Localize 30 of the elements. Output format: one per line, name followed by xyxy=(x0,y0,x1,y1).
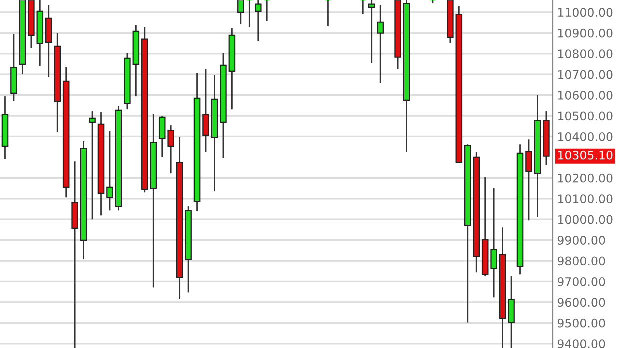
y-tick-label: 10400.00 xyxy=(558,132,613,142)
candlestick xyxy=(368,0,376,64)
candlestick xyxy=(490,188,498,298)
candlestick xyxy=(377,4,384,84)
candlestick xyxy=(202,68,210,154)
candlestick xyxy=(508,276,515,348)
candlestick xyxy=(254,0,262,42)
y-tick-label: 9700.00 xyxy=(558,277,606,286)
y-tick-label: 10600.00 xyxy=(558,91,613,100)
y-tick-label: 9500.00 xyxy=(558,318,606,328)
text: 10305.10 xyxy=(558,150,613,160)
y-tick-label: 10200.00 xyxy=(558,174,613,183)
y-tick-label: 9600.00 xyxy=(558,298,606,308)
y-tick-label: 10000.00 xyxy=(558,215,613,224)
candlestick xyxy=(238,0,244,26)
y-tick-label: 10800.00 xyxy=(558,50,613,59)
candlestick xyxy=(89,110,96,220)
candlestick xyxy=(246,0,254,28)
y-tick-label: 10900.00 xyxy=(558,28,613,38)
candlestick xyxy=(264,0,271,22)
candlestick xyxy=(360,0,367,16)
candlestick xyxy=(324,0,332,28)
y-tick-label: 9800.00 xyxy=(558,256,606,266)
candlestick xyxy=(526,138,532,222)
y-tick-label: 9900.00 xyxy=(558,236,606,245)
candlestick xyxy=(106,130,114,212)
y-tick-label: 10100.00 xyxy=(558,194,613,204)
y-tick-label: 10500.00 xyxy=(558,112,613,121)
y-tick-label: 10700.00 xyxy=(558,70,613,80)
y-tick-label: 11000.00 xyxy=(558,8,613,18)
